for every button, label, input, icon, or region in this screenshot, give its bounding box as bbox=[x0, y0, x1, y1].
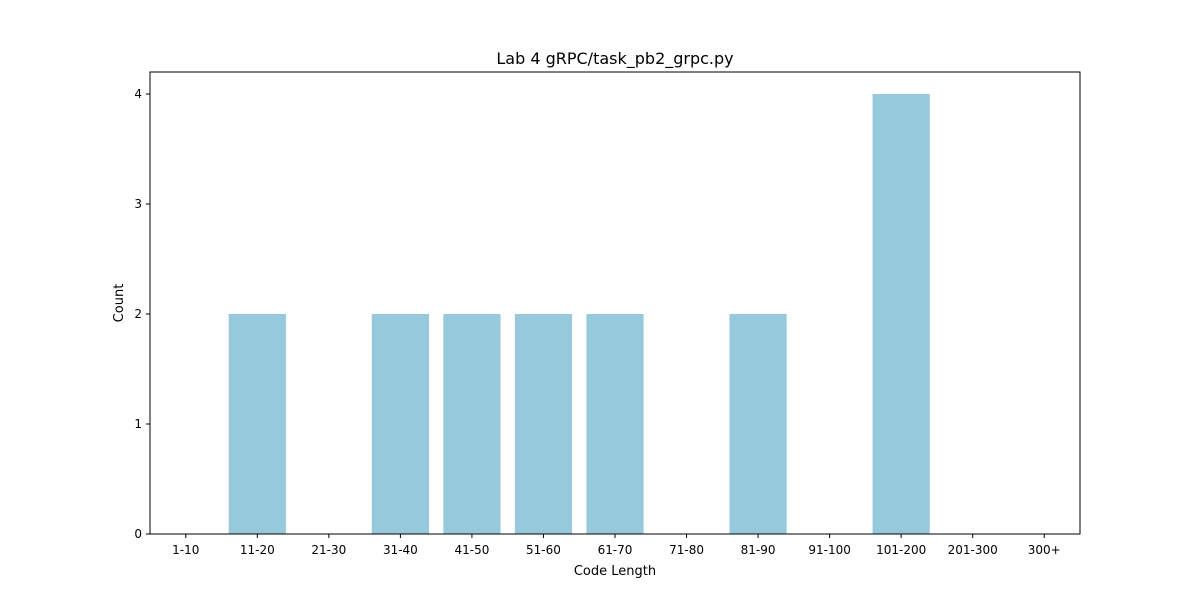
x-tick-label: 300+ bbox=[1028, 543, 1061, 557]
bar-81-90 bbox=[729, 314, 787, 534]
y-axis-label: Count bbox=[112, 284, 127, 323]
plot-area-frame bbox=[149, 71, 1081, 535]
y-tick-label: 3 bbox=[134, 197, 142, 211]
bar-31-40 bbox=[371, 314, 429, 534]
bar-61-70 bbox=[586, 314, 644, 534]
bar-51-60 bbox=[514, 314, 573, 534]
x-tick-label: 11-20 bbox=[240, 543, 275, 557]
bar-11-20 bbox=[228, 314, 286, 534]
x-tick-label: 71-80 bbox=[669, 543, 704, 557]
x-tick-label: 91-100 bbox=[808, 543, 851, 557]
x-axis-ticks: 1-10 11-20 21-30 31-40 41-50 51-60 61-70 71-80 8… bbox=[172, 534, 1061, 557]
x-tick-label: 201-300 bbox=[948, 543, 998, 557]
x-tick-label: 41-50 bbox=[454, 543, 489, 557]
bar-101-200 bbox=[872, 94, 930, 534]
x-tick-label: 61-70 bbox=[598, 543, 633, 557]
chart-title: Lab 4 gRPC/task_pb2_grpc.py bbox=[496, 49, 733, 69]
x-tick-label: 81-90 bbox=[741, 543, 776, 557]
x-tick-label: 101-200 bbox=[876, 543, 926, 557]
x-tick-label: 1-10 bbox=[172, 543, 199, 557]
y-tick-label: 4 bbox=[134, 87, 142, 101]
bar-41-50 bbox=[443, 314, 501, 534]
x-tick-label: 31-40 bbox=[383, 543, 418, 557]
y-axis-ticks: 0 1 2 3 4 bbox=[134, 87, 150, 541]
x-tick-label: 21-30 bbox=[311, 543, 346, 557]
bars bbox=[228, 94, 930, 534]
x-tick-label: 51-60 bbox=[526, 543, 561, 557]
x-axis-label: Code Length bbox=[574, 564, 656, 579]
y-tick-label: 2 bbox=[134, 307, 142, 321]
y-tick-label: 0 bbox=[134, 527, 142, 541]
y-tick-label: 1 bbox=[134, 417, 142, 431]
